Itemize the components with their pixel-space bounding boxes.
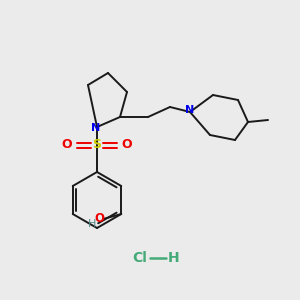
Text: H: H (88, 219, 96, 229)
Text: Cl: Cl (133, 251, 147, 265)
Text: O: O (122, 139, 132, 152)
Text: O: O (94, 212, 104, 224)
Text: O: O (62, 139, 72, 152)
Text: S: S (92, 139, 101, 152)
Text: N: N (185, 105, 195, 115)
Text: H: H (168, 251, 180, 265)
Text: N: N (92, 123, 100, 133)
